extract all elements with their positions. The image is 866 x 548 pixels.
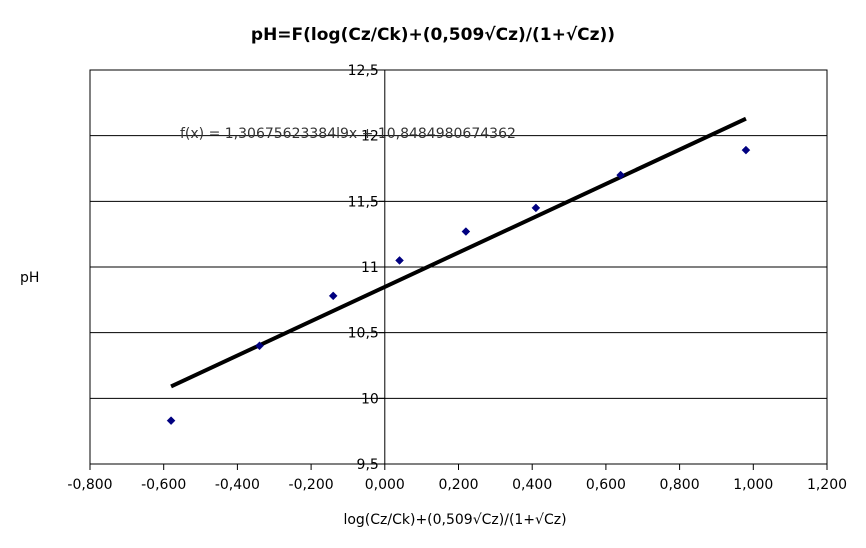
data-point — [395, 256, 404, 265]
x-tick-label: -0,600 — [141, 477, 186, 493]
x-tick-label: 0,000 — [365, 477, 405, 493]
trendline — [170, 116, 747, 389]
x-tick-label: 0,800 — [660, 477, 700, 493]
x-tick-label: 0,200 — [438, 477, 478, 493]
data-point — [166, 416, 176, 426]
x-tick-label: 1,200 — [807, 477, 847, 493]
data-point — [616, 170, 625, 180]
x-tick-label: 0,400 — [512, 477, 552, 493]
x-tick-label: -0,400 — [215, 477, 260, 493]
plot-area: -0,800 -0,600 -0,400 -0,200 0,000 0,200 0,400 0… — [67, 63, 847, 493]
y-tick-label: 11,5 — [348, 194, 379, 210]
x-tick-label: -0,200 — [289, 477, 334, 493]
trendline-equation: f(x) = 1,30675623384l9x + 10,84849806743… — [180, 126, 516, 142]
y-tick-label: 12,5 — [348, 63, 379, 79]
y-tick-label: 10,5 — [348, 326, 379, 342]
x-axis-label: log(Cz/Ck)+(0,509√Cz)/(1+√Cz) — [343, 512, 566, 528]
data-point — [328, 291, 338, 301]
y-tick-label: 11 — [361, 260, 379, 276]
data-point — [531, 203, 541, 213]
data-point — [741, 145, 751, 155]
y-tick-label: 10 — [361, 391, 379, 407]
y-axis-label: pH — [20, 270, 39, 286]
chart-title: pH=F(log(Cz/Ck)+(0,509√Cz)/(1+√Cz)) — [251, 25, 615, 45]
x-tick-label: 1,000 — [733, 477, 773, 493]
y-tick-label: 12 — [361, 129, 379, 145]
y-tick-label: 9,5 — [357, 457, 379, 473]
data-point — [461, 227, 471, 236]
x-tick-label: 0,600 — [586, 477, 626, 493]
x-tick-label: -0,800 — [67, 477, 112, 493]
data-point — [255, 341, 264, 351]
